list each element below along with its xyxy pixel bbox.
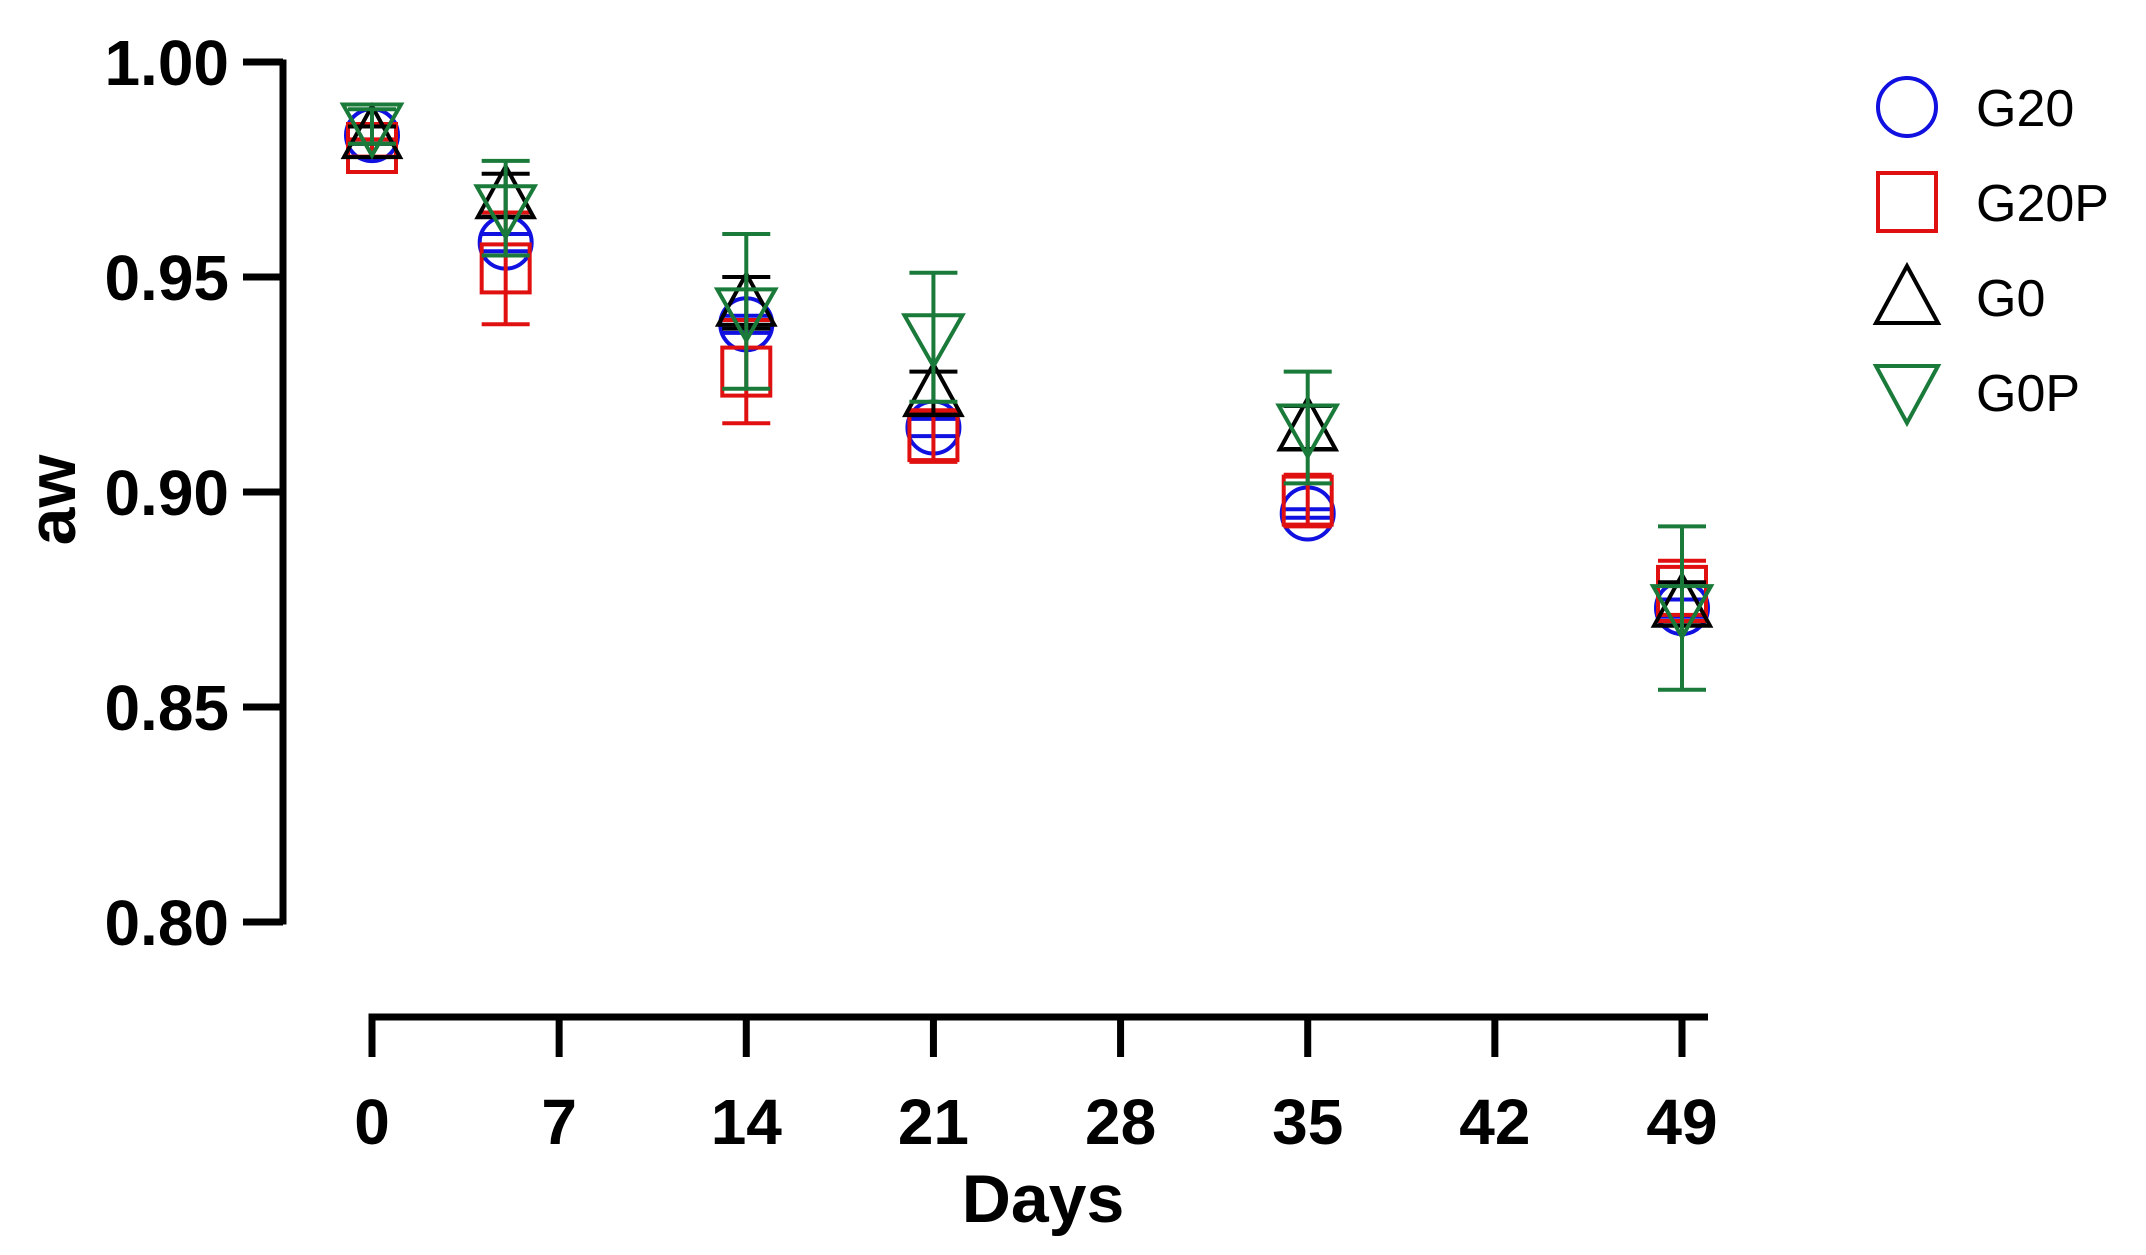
legend-marker — [1876, 76, 1938, 138]
legend-item-g20: G20 — [1876, 76, 2074, 138]
y-tick-label: 0.95 — [104, 242, 229, 314]
y-tick-label: 0.80 — [104, 887, 229, 959]
error-bar — [348, 107, 396, 146]
data-point-g0p — [1275, 403, 1341, 461]
x-tick-label: 14 — [711, 1086, 783, 1158]
legend-label: G0 — [1976, 270, 2045, 328]
error-bar — [1658, 524, 1706, 692]
legend-item-g0p: G0P — [1872, 364, 2080, 428]
plot-area — [339, 101, 1715, 692]
series-g0p — [339, 102, 1715, 692]
legend-label: G0P — [1976, 365, 2080, 423]
legend-marker — [1876, 171, 1938, 233]
error-bar — [1283, 369, 1332, 486]
data-point-g0 — [902, 359, 965, 418]
legend-label: G20P — [1976, 175, 2109, 233]
legend: G20 G20P G0 G0P — [1872, 76, 2109, 428]
legend-item-g0: G0 — [1872, 261, 2045, 328]
x-tick-label: 0 — [354, 1086, 390, 1158]
legend-marker — [1872, 261, 1942, 325]
x-tick-label: 7 — [541, 1086, 577, 1158]
data-point-g0p — [1649, 584, 1715, 642]
y-tick-label: 1.00 — [104, 27, 229, 99]
data-point-g0p — [713, 287, 779, 345]
series-g20 — [344, 107, 1710, 637]
x-tick-label: 28 — [1085, 1086, 1156, 1158]
series-g20p — [346, 122, 1708, 623]
legend-marker — [1872, 364, 1942, 428]
data-point-g0p — [900, 313, 966, 371]
x-tick-label: 21 — [898, 1086, 969, 1158]
y-axis: 0.80 0.85 0.90 0.95 1.00 — [104, 27, 287, 959]
error-bar — [909, 270, 958, 404]
x-tick-label: 42 — [1459, 1086, 1530, 1158]
x-axis: 0 7 14 21 28 35 42 49 — [354, 1013, 1718, 1158]
y-tick-label: 0.90 — [104, 457, 229, 529]
x-tick-label: 35 — [1272, 1086, 1343, 1158]
legend-label: G20 — [1976, 80, 2074, 138]
legend-item-g20p: G20P — [1876, 171, 2109, 233]
y-tick-label: 0.85 — [104, 672, 229, 744]
data-point-g0p — [473, 184, 539, 242]
x-axis-title: Days — [962, 1161, 1125, 1237]
y-axis-title: aw — [14, 454, 90, 546]
data-point-g0p — [339, 102, 405, 160]
x-tick-label: 49 — [1646, 1086, 1717, 1158]
series-g0 — [340, 101, 1714, 628]
error-bar — [722, 232, 771, 391]
